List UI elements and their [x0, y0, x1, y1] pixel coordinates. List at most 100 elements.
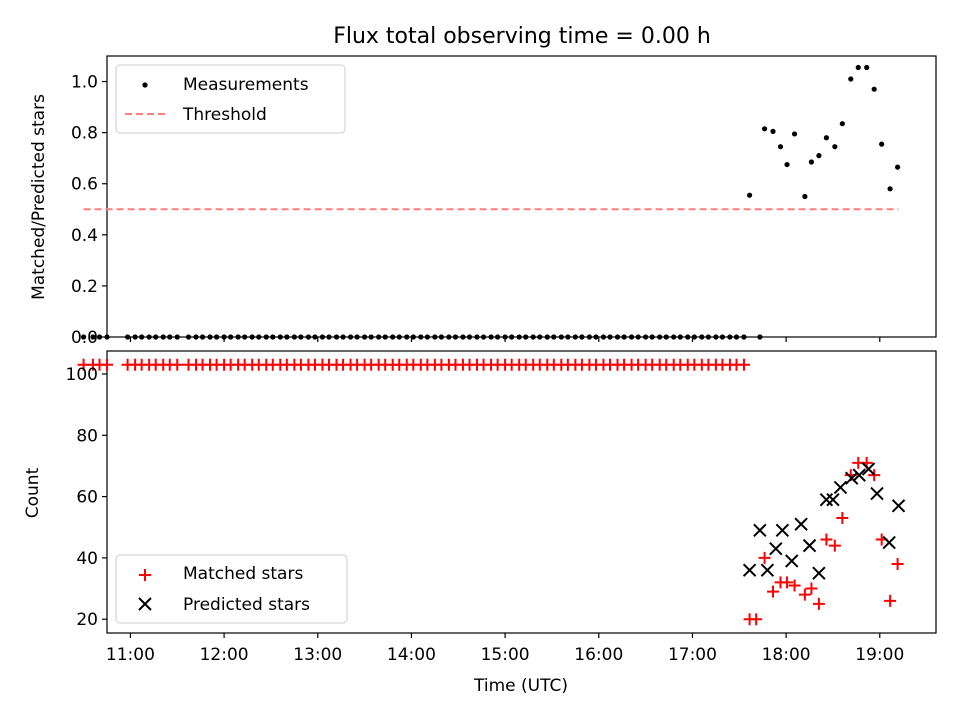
matched-star-point: [758, 551, 771, 564]
measurement-point: [628, 334, 635, 340]
predicted-star-point: [844, 471, 859, 485]
measurement-point: [424, 334, 430, 340]
measurement-point: [649, 334, 655, 340]
measurement-point: [361, 334, 368, 340]
measurement-point: [635, 334, 641, 340]
bottom-plot-frame: [106, 350, 937, 634]
measurement-point: [607, 334, 613, 340]
measurement-point: [677, 334, 683, 340]
measurement-point: [746, 192, 753, 198]
y-tick-label: 0.6: [71, 175, 98, 195]
measurement-point: [153, 334, 159, 340]
measurement-point: [438, 334, 445, 340]
measurement-point: [90, 334, 96, 340]
measurement-point: [132, 334, 138, 340]
predicted-star-point: [802, 538, 817, 553]
measurement-point: [600, 334, 607, 340]
matched-star-point: [820, 533, 833, 546]
measurement-point: [242, 334, 248, 340]
measurement-point: [544, 334, 550, 340]
measurement-point: [777, 144, 784, 150]
measurement-point: [213, 334, 220, 340]
measurement-point: [452, 334, 459, 340]
measurement-point: [643, 334, 649, 340]
measurement-point: [848, 76, 854, 82]
y-tick-label: 0.8: [71, 124, 98, 144]
bottom-y-ticks: 20 40 60 80 100: [66, 365, 107, 630]
measurement-point: [839, 121, 845, 127]
measurement-point: [174, 334, 180, 340]
top-legend: Measurements Threshold: [115, 64, 346, 134]
y-tick-label: 60: [76, 488, 98, 508]
y-tick-label: 40: [76, 549, 98, 569]
measurement-point: [382, 334, 388, 340]
legend-measurements-label: Measurements: [183, 75, 309, 95]
measurement-point: [228, 334, 234, 340]
predicted-star-point: [819, 492, 834, 507]
matched-star-point: [891, 558, 904, 571]
predicted-star-point: [861, 462, 876, 476]
measurement-point: [160, 334, 166, 340]
measurement-point: [530, 334, 536, 340]
measurement-point: [474, 334, 480, 340]
predicted-star-point: [753, 523, 767, 538]
x-tick-label: 16:00: [574, 645, 623, 665]
measurement-point: [354, 334, 360, 340]
measurement-point: [621, 334, 627, 340]
matched-star-point: [101, 358, 113, 371]
matched-star-point: [805, 582, 818, 595]
top-plot: 0.0 0.2 0.4 0.6 0.8 1.0 Matched/Predicted sta…: [29, 55, 937, 348]
measurement-point: [193, 334, 199, 340]
measurement-point: [277, 334, 283, 340]
predicted-star-point: [742, 563, 757, 577]
measurement-point: [199, 334, 206, 340]
legend-threshold-label: Threshold: [182, 105, 267, 125]
bottom-plot: 20 40 60 80 100 11:00 12:00 13:00 14:00 15:00 16:…: [23, 350, 937, 696]
measurement-point: [823, 135, 830, 141]
matched-star-point: [171, 358, 184, 371]
measurement-point: [333, 334, 340, 340]
measurement-point: [558, 334, 564, 340]
measurement-point: [270, 334, 276, 340]
measurement-point: [593, 334, 599, 340]
measurement-point: [727, 334, 733, 340]
measurement-point: [291, 334, 297, 340]
measurement-point: [125, 334, 131, 340]
matched-star-point: [884, 594, 897, 607]
y-tick-label: 1.0: [71, 73, 98, 93]
measurement-point: [551, 334, 557, 340]
measurement-point: [719, 334, 726, 340]
measurement-point: [185, 334, 192, 340]
predicted-star-point: [882, 535, 896, 550]
predicted-star-point: [769, 541, 783, 556]
measurement-point: [298, 334, 304, 340]
predicted-star-point: [812, 566, 826, 580]
measurement-point: [671, 334, 677, 340]
measurement-point: [741, 334, 747, 340]
matched-star-point: [828, 539, 841, 552]
measurement-point: [733, 334, 740, 340]
matched-star-point: [812, 597, 825, 610]
measurement-point: [761, 126, 768, 132]
measurement-point: [305, 334, 311, 340]
measurement-point: [418, 334, 424, 340]
measurement-point: [808, 159, 815, 165]
predicted-star-point: [826, 492, 840, 507]
predicted-star-point: [833, 480, 848, 495]
legend-measurement-marker: [142, 82, 148, 88]
measurement-point: [713, 334, 719, 340]
matched-star-point: [798, 588, 811, 601]
matched-star-point: [750, 613, 763, 626]
bottom-marks: [77, 358, 906, 626]
matched-star-point: [737, 358, 750, 371]
measurement-point: [146, 334, 152, 340]
measurement-point: [390, 334, 396, 340]
measurement-point: [376, 334, 382, 340]
y-tick-label: 80: [76, 426, 98, 446]
bottom-legend-box: [115, 554, 348, 624]
x-tick-label: 11:00: [106, 645, 155, 665]
measurement-point: [326, 334, 332, 340]
measurement-point: [816, 153, 822, 159]
measurement-point: [347, 334, 354, 340]
measurement-point: [404, 334, 410, 340]
